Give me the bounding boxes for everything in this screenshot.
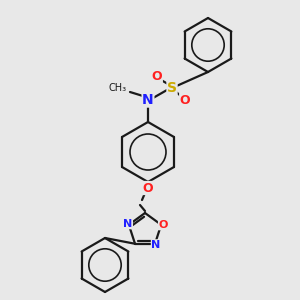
Text: O: O <box>152 70 162 83</box>
Text: O: O <box>158 220 168 230</box>
Text: O: O <box>180 94 190 106</box>
Text: CH₃: CH₃ <box>109 83 127 93</box>
Text: N: N <box>152 240 160 250</box>
Text: O: O <box>143 182 153 194</box>
Text: N: N <box>123 219 133 229</box>
Text: S: S <box>167 81 177 95</box>
Text: N: N <box>142 93 154 107</box>
